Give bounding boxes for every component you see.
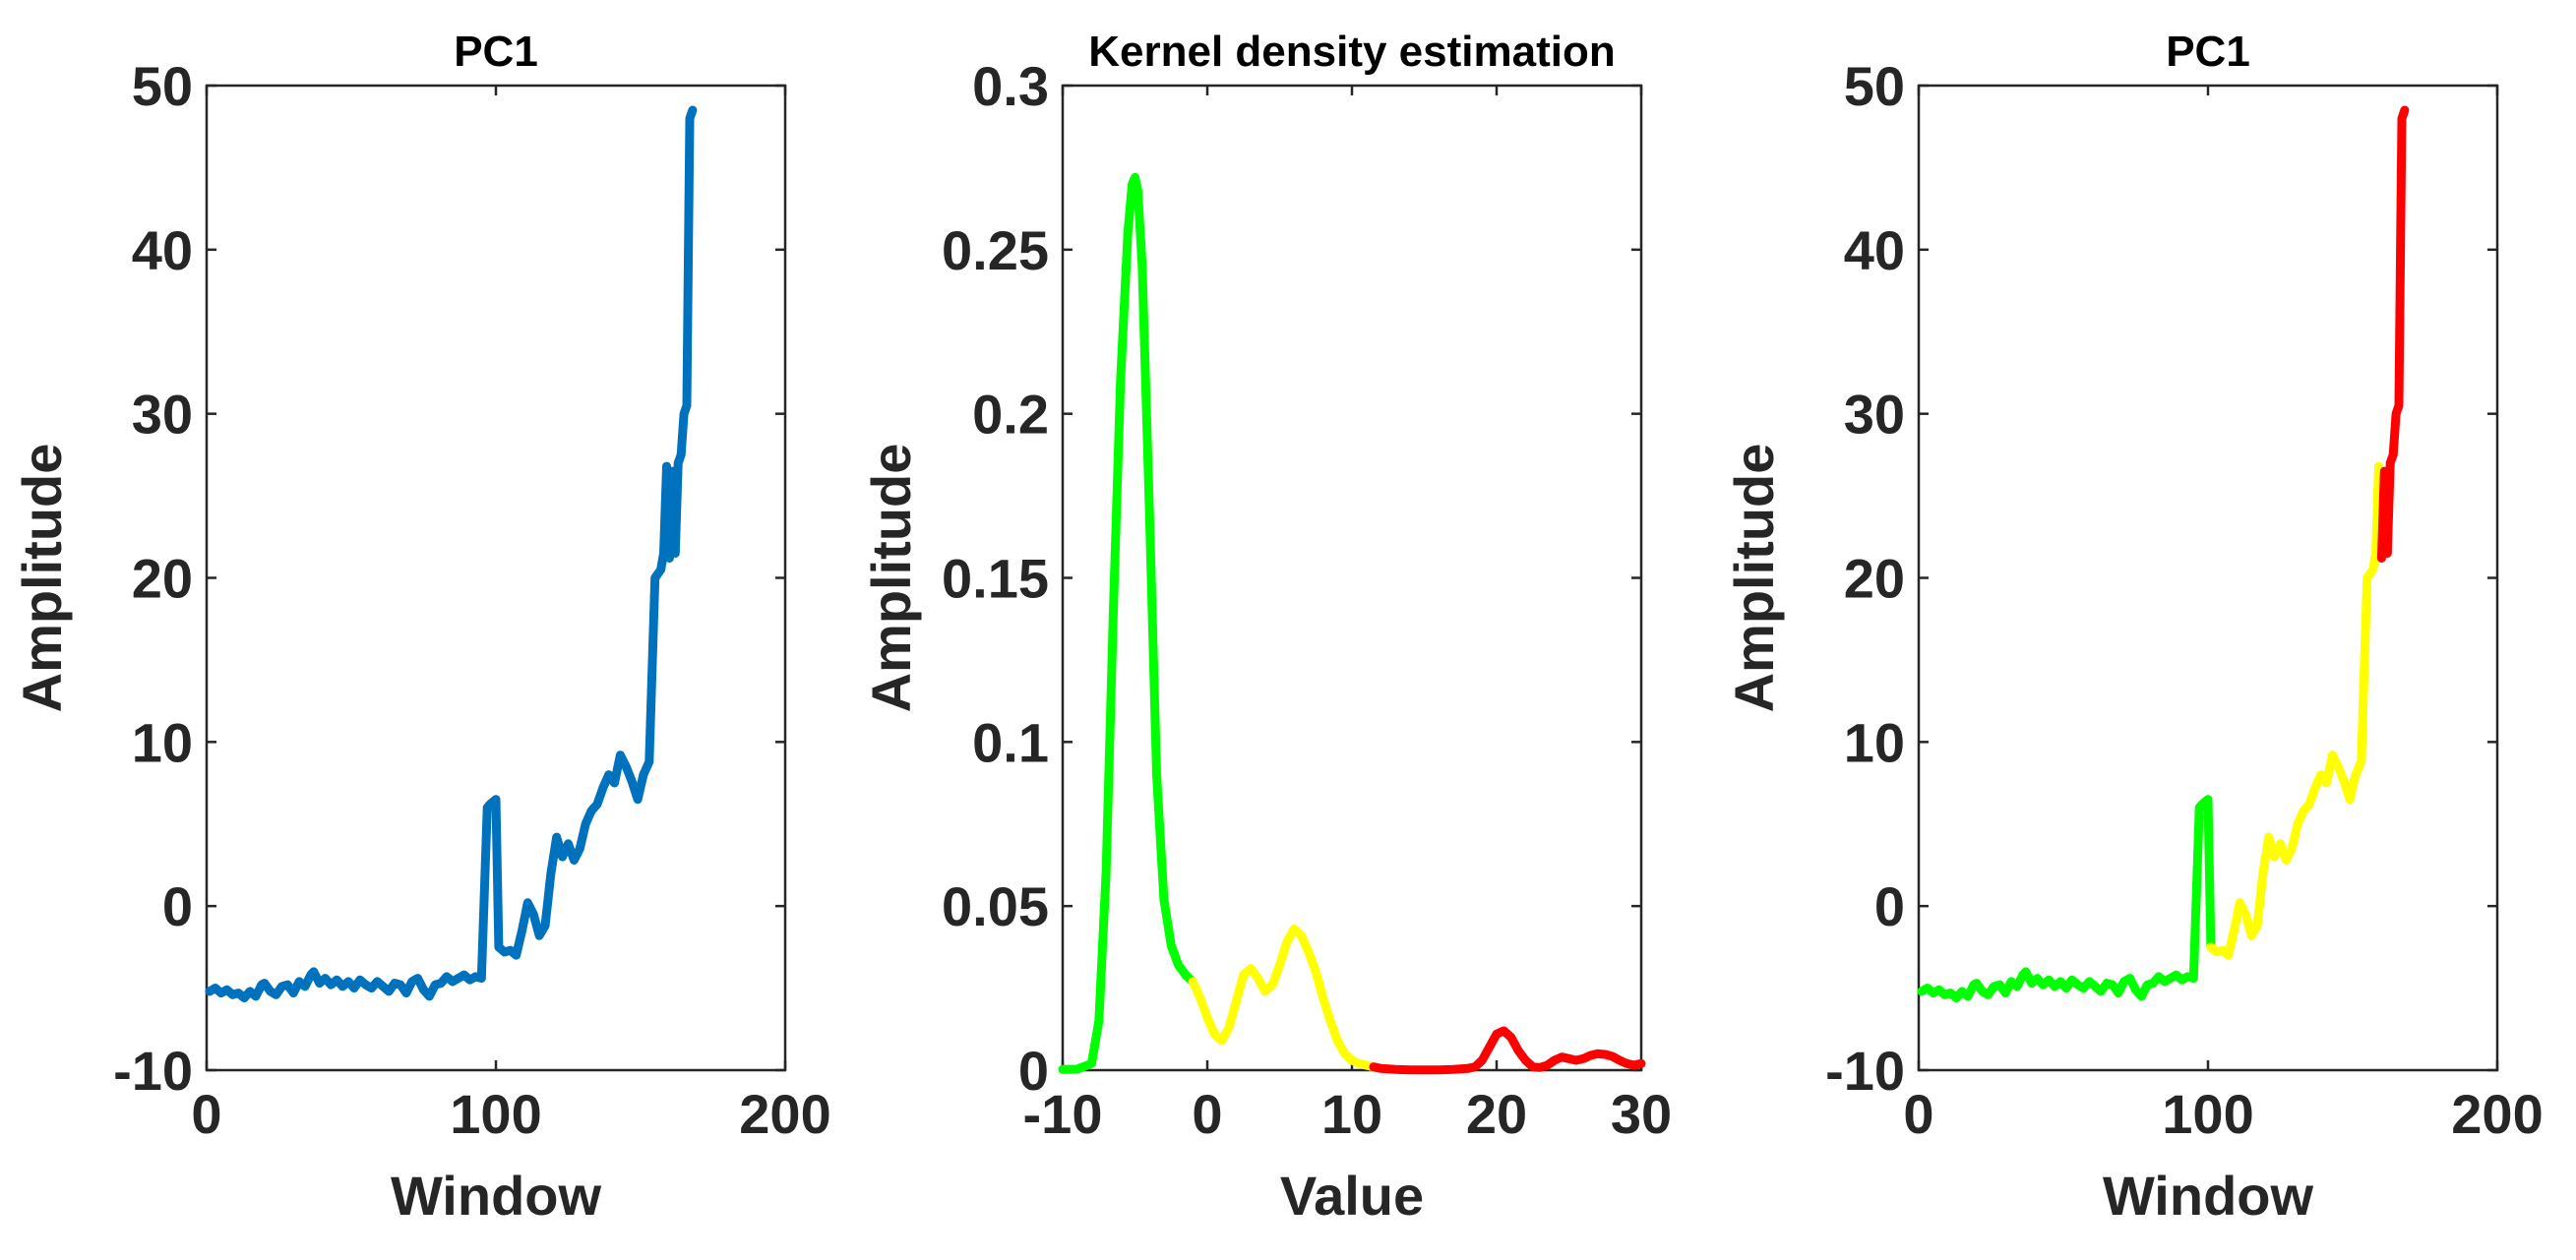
series-line-pc1-classified--1 bbox=[1917, 795, 2216, 1003]
chart-title: PC1 bbox=[454, 28, 538, 76]
x-tick-label: 0 bbox=[191, 1083, 221, 1145]
x-tick-label: 0 bbox=[1903, 1083, 1933, 1145]
y-axis-label: Amplitude bbox=[860, 444, 922, 713]
y-tick-label: 20 bbox=[132, 548, 193, 610]
y-tick-label: 50 bbox=[132, 55, 193, 117]
chart-title: Kernel density estimation bbox=[1088, 28, 1615, 76]
y-tick-label: 50 bbox=[1844, 55, 1905, 117]
y-tick-label: 0.15 bbox=[942, 548, 1049, 610]
x-axis-label: Value bbox=[1280, 1165, 1424, 1227]
x-tick-label: 100 bbox=[450, 1083, 541, 1145]
x-tick-label: 20 bbox=[1466, 1083, 1527, 1145]
y-tick-label: 0.2 bbox=[972, 384, 1049, 446]
y-tick-label: 40 bbox=[132, 219, 193, 281]
y-tick-label: 20 bbox=[1844, 548, 1905, 610]
series-line-kde-2 bbox=[1188, 925, 1379, 1072]
y-tick-label: 30 bbox=[132, 384, 193, 446]
y-tick-label: 0.3 bbox=[972, 55, 1049, 117]
y-tick-label: 10 bbox=[132, 711, 193, 773]
series-line-pc1-1 bbox=[205, 105, 698, 1003]
y-tick-label: 0 bbox=[162, 875, 193, 937]
chart-title: PC1 bbox=[2166, 28, 2250, 76]
series-line-kde-3 bbox=[1369, 1026, 1646, 1075]
x-tick-label: 100 bbox=[2162, 1083, 2253, 1145]
series-line-pc1-classified--2 bbox=[2206, 461, 2386, 960]
x-axis-label: Window bbox=[391, 1165, 602, 1227]
y-tick-label: -10 bbox=[113, 1040, 193, 1102]
x-tick-label: 200 bbox=[739, 1083, 830, 1145]
y-tick-label: 0 bbox=[1018, 1040, 1049, 1102]
y-tick-label: 30 bbox=[1844, 384, 1905, 446]
x-axis-label: Window bbox=[2103, 1165, 2314, 1227]
series-line-kde-1 bbox=[1058, 172, 1197, 1074]
y-tick-label: 10 bbox=[1844, 711, 1905, 773]
y-tick-label: 0.25 bbox=[942, 219, 1049, 281]
y-tick-label: 40 bbox=[1844, 219, 1905, 281]
x-tick-label: 0 bbox=[1192, 1083, 1222, 1145]
x-tick-label: 10 bbox=[1321, 1083, 1382, 1145]
x-tick-label: -10 bbox=[1023, 1083, 1103, 1145]
y-tick-label: 0 bbox=[1874, 875, 1905, 937]
x-tick-label: 30 bbox=[1611, 1083, 1672, 1145]
y-axis-label: Amplitude bbox=[11, 444, 73, 713]
y-tick-label: -10 bbox=[1825, 1040, 1905, 1102]
y-axis-label: Amplitude bbox=[1723, 444, 1785, 713]
x-tick-label: 200 bbox=[2451, 1083, 2543, 1145]
y-tick-label: 0.1 bbox=[972, 711, 1049, 773]
series-line-pc1-classified--3 bbox=[2376, 105, 2410, 563]
y-tick-label: 0.05 bbox=[942, 875, 1049, 937]
